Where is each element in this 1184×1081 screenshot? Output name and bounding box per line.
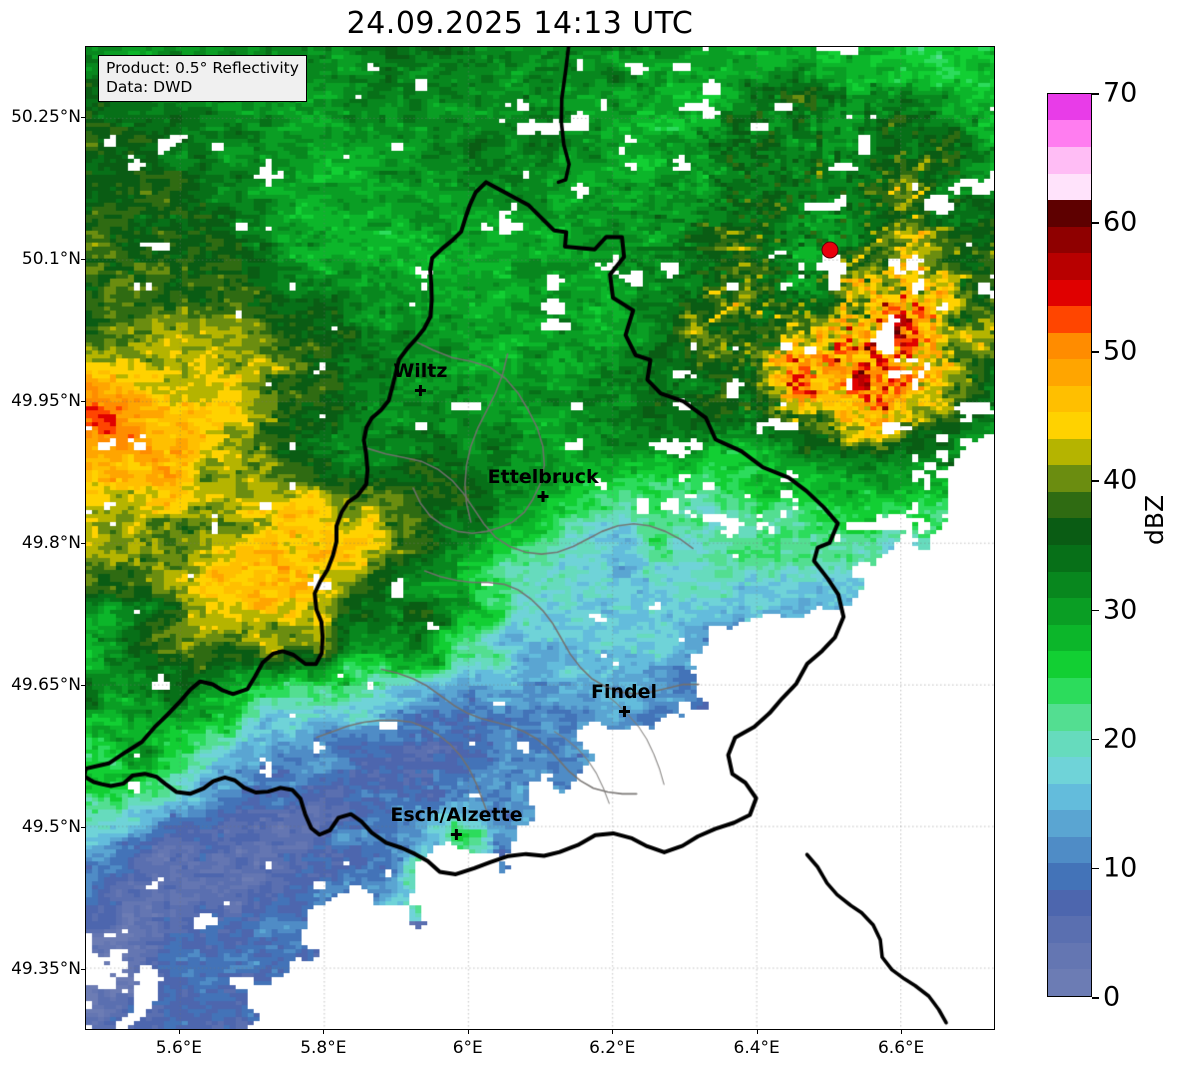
colorbar-band xyxy=(1048,704,1091,731)
x-tick-label: 6°E xyxy=(452,1038,483,1058)
product-info-box: Product: 0.5° Reflectivity Data: DWD xyxy=(98,55,307,102)
colorbar-band xyxy=(1048,200,1091,227)
colorbar-band xyxy=(1048,571,1091,599)
colorbar-band xyxy=(1048,226,1091,254)
colorbar-band xyxy=(1048,385,1091,413)
colorbar-band xyxy=(1048,757,1091,784)
colorbar-band xyxy=(1048,783,1091,811)
colorbar-tick-label: 70 xyxy=(1103,77,1138,109)
radar-site-icon xyxy=(821,241,839,259)
y-tick-label: 49.8°N xyxy=(21,532,81,553)
colorbar-band xyxy=(1048,173,1091,201)
x-tick-label: 5.6°E xyxy=(155,1038,203,1058)
x-tick-mark xyxy=(612,1030,614,1034)
y-tick-mark xyxy=(81,116,85,118)
x-tick-label: 6.2°E xyxy=(589,1038,636,1058)
colorbar-tick-label: 60 xyxy=(1103,206,1138,238)
colorbar-tick-label: 0 xyxy=(1103,981,1121,1013)
radar-map-plot[interactable]: Wiltz Ettelbruck Findel Esch/Alzette Produc… xyxy=(85,46,995,1030)
colorbar-band xyxy=(1048,332,1091,360)
colorbar-band xyxy=(1048,147,1091,174)
x-tick-mark xyxy=(323,1030,325,1034)
colorbar-band xyxy=(1048,863,1091,890)
y-tick-label: 49.65°N xyxy=(11,674,81,695)
colorbar-tick-mark xyxy=(1092,93,1099,95)
colorbar-tick-mark xyxy=(1092,480,1099,482)
colorbar-band xyxy=(1048,93,1091,121)
y-tick-mark xyxy=(81,684,85,686)
colorbar-band xyxy=(1048,889,1091,917)
y-tick-mark xyxy=(81,968,85,970)
colorbar-band xyxy=(1048,969,1091,996)
x-tick-mark xyxy=(756,1030,758,1034)
colorbar-band xyxy=(1048,677,1091,705)
colorbar-tick-label: 40 xyxy=(1103,464,1138,496)
colorbar-tick-mark xyxy=(1092,738,1099,741)
info-product-line: Product: 0.5° Reflectivity xyxy=(106,59,299,77)
colorbar-band xyxy=(1048,836,1091,864)
colorbar-band xyxy=(1048,120,1091,147)
colorbar-tick-mark xyxy=(1092,222,1099,224)
colorbar-tick-mark xyxy=(1092,997,1099,999)
colorbar-band xyxy=(1048,491,1091,519)
y-tick-mark xyxy=(81,400,85,402)
y-tick-label: 49.35°N xyxy=(11,958,81,979)
y-tick-label: 50.25°N xyxy=(11,106,81,127)
radar-reflectivity-layer xyxy=(86,47,994,1029)
colorbar-band xyxy=(1048,412,1091,439)
colorbar-band xyxy=(1048,279,1091,307)
colorbar-tick-mark xyxy=(1092,351,1099,353)
y-tick-label: 49.95°N xyxy=(11,390,81,411)
x-tick-mark xyxy=(178,1030,180,1034)
colorbar-band xyxy=(1048,465,1091,492)
colorbar-band xyxy=(1048,359,1091,386)
colorbar-tick-label: 20 xyxy=(1103,723,1138,755)
colorbar[interactable]: 0 10 20 30 40 50 60 70 xyxy=(1047,78,1137,1013)
colorbar-tick-label: 30 xyxy=(1103,594,1138,626)
colorbar-tick-mark xyxy=(1092,609,1099,612)
colorbar-tick-label: 10 xyxy=(1103,852,1138,884)
colorbar-band xyxy=(1048,810,1091,837)
x-tick-label: 6.4°E xyxy=(733,1038,780,1058)
colorbar-band xyxy=(1048,624,1091,652)
colorbar-band xyxy=(1048,598,1091,625)
x-tick-label: 5.8°E xyxy=(300,1038,347,1058)
x-tick-label: 6.6°E xyxy=(877,1038,925,1058)
y-tick-label: 50.1°N xyxy=(21,248,81,269)
colorbar-band xyxy=(1048,253,1091,280)
y-tick-mark xyxy=(81,258,85,260)
colorbar-band xyxy=(1048,438,1091,466)
x-tick-mark xyxy=(467,1030,469,1034)
colorbar-tick-label: 50 xyxy=(1103,335,1138,367)
colorbar-tick-mark xyxy=(1092,867,1099,870)
colorbar-axis-label: dBZ xyxy=(1140,494,1169,545)
info-data-line: Data: DWD xyxy=(106,77,193,96)
colorbar-band xyxy=(1048,730,1091,758)
y-tick-mark xyxy=(81,542,85,544)
colorbar-band xyxy=(1048,306,1091,333)
colorbar-band xyxy=(1048,544,1091,572)
colorbar-band xyxy=(1048,651,1091,678)
colorbar-band xyxy=(1048,518,1091,545)
colorbar-band xyxy=(1048,942,1091,970)
y-tick-mark xyxy=(81,826,85,828)
colorbar-gradient xyxy=(1047,93,1092,997)
colorbar-band xyxy=(1048,916,1091,943)
page-title: 24.09.2025 14:13 UTC xyxy=(346,6,694,41)
x-tick-mark xyxy=(901,1030,903,1034)
y-tick-label: 49.5°N xyxy=(21,816,81,837)
